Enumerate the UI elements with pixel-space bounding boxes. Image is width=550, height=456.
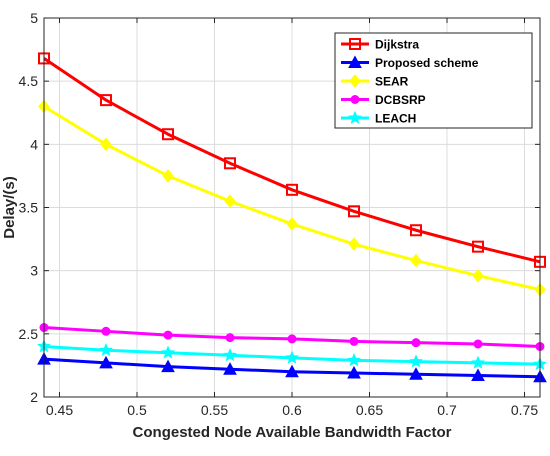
data-point-diamond bbox=[472, 268, 484, 283]
x-tick-label: 0.75 bbox=[511, 402, 538, 418]
axis-ticks: 2 2.5 3 3.5 4 4.5 5 0.45 0.5 0.55 0.6 0.65 0.7 0.75 bbox=[19, 10, 540, 418]
legend-entry: DCBSRP bbox=[341, 93, 426, 107]
legend-label: SEAR bbox=[375, 75, 409, 89]
y-axis-label: Delay/(s) bbox=[1, 176, 18, 239]
data-point-circle bbox=[101, 326, 111, 336]
data-point-diamond bbox=[410, 253, 422, 268]
legend-marker-circle bbox=[350, 95, 360, 104]
y-tick-label: 5 bbox=[30, 10, 38, 26]
x-tick-label: 0.5 bbox=[127, 402, 147, 418]
data-point-star bbox=[471, 355, 485, 369]
data-point-star bbox=[223, 348, 237, 362]
grid-lines bbox=[44, 17, 540, 398]
data-point-diamond bbox=[224, 194, 236, 208]
series-line bbox=[43, 57, 541, 264]
x-axis-label: Congested Node Available Bandwidth Facto… bbox=[133, 424, 452, 441]
data-point-triangle bbox=[285, 364, 299, 378]
x-tick-label: 0.65 bbox=[356, 402, 383, 418]
legend-entry: Dijkstra bbox=[341, 38, 419, 52]
data-point-star bbox=[161, 345, 175, 359]
legend-label: DCBSRP bbox=[375, 93, 426, 107]
data-point-triangle bbox=[161, 359, 175, 373]
legend-marker-square bbox=[349, 38, 361, 50]
x-tick-label: 0.45 bbox=[46, 402, 73, 418]
data-point-triangle bbox=[223, 362, 237, 375]
legend-marker-star bbox=[348, 110, 362, 124]
data-point-square bbox=[100, 94, 112, 107]
y-tick-label: 3 bbox=[30, 263, 38, 279]
legend-label: Dijkstra bbox=[375, 38, 419, 52]
data-point-square bbox=[286, 183, 298, 196]
data-point-star bbox=[99, 342, 113, 357]
x-tick-label: 0.6 bbox=[282, 402, 302, 418]
y-tick-label: 4 bbox=[30, 136, 38, 152]
series-layer bbox=[37, 52, 547, 383]
data-point-diamond bbox=[162, 169, 174, 183]
data-point-triangle bbox=[471, 368, 485, 382]
data-point-star bbox=[347, 353, 361, 367]
data-point-square bbox=[348, 205, 360, 218]
y-tick-label: 3.5 bbox=[19, 200, 39, 216]
data-point-diamond bbox=[100, 137, 112, 152]
data-point-triangle bbox=[409, 367, 423, 380]
series-proposed-scheme bbox=[37, 352, 547, 383]
data-point-circle bbox=[349, 336, 359, 346]
data-point-diamond bbox=[286, 217, 298, 231]
data-point-circle bbox=[287, 334, 297, 344]
data-point-square bbox=[410, 224, 422, 237]
data-point-circle bbox=[225, 333, 235, 343]
data-point-diamond bbox=[348, 237, 360, 251]
data-point-triangle bbox=[347, 365, 361, 379]
y-tick-label: 2 bbox=[30, 389, 38, 405]
data-point-square bbox=[162, 128, 174, 141]
legend-entry: Proposed scheme bbox=[341, 55, 479, 70]
chart-legend: Dijkstra Proposed scheme SEAR DCBSRP LEACH bbox=[334, 32, 533, 129]
legend-marker-diamond bbox=[349, 74, 361, 88]
x-tick-label: 0.55 bbox=[201, 402, 228, 418]
data-point-circle bbox=[411, 338, 421, 348]
data-point-square bbox=[224, 157, 236, 170]
legend-entry: SEAR bbox=[341, 74, 409, 89]
legend-marker-triangle bbox=[348, 55, 362, 68]
legend-label: Proposed scheme bbox=[375, 56, 479, 70]
data-point-circle bbox=[473, 339, 483, 349]
x-tick-label: 0.7 bbox=[437, 402, 457, 418]
data-point-circle bbox=[163, 330, 173, 340]
y-tick-label: 2.5 bbox=[19, 326, 39, 342]
y-tick-label: 4.5 bbox=[19, 73, 39, 89]
series-dijkstra bbox=[38, 52, 546, 268]
legend-entry: LEACH bbox=[341, 110, 416, 126]
data-point-star bbox=[409, 354, 423, 368]
legend-label: LEACH bbox=[375, 112, 416, 126]
data-point-square bbox=[472, 240, 484, 253]
data-point-star bbox=[285, 350, 299, 364]
series-leach bbox=[37, 339, 547, 371]
series-dcbsrp bbox=[39, 323, 545, 351]
data-point-triangle bbox=[99, 355, 113, 369]
